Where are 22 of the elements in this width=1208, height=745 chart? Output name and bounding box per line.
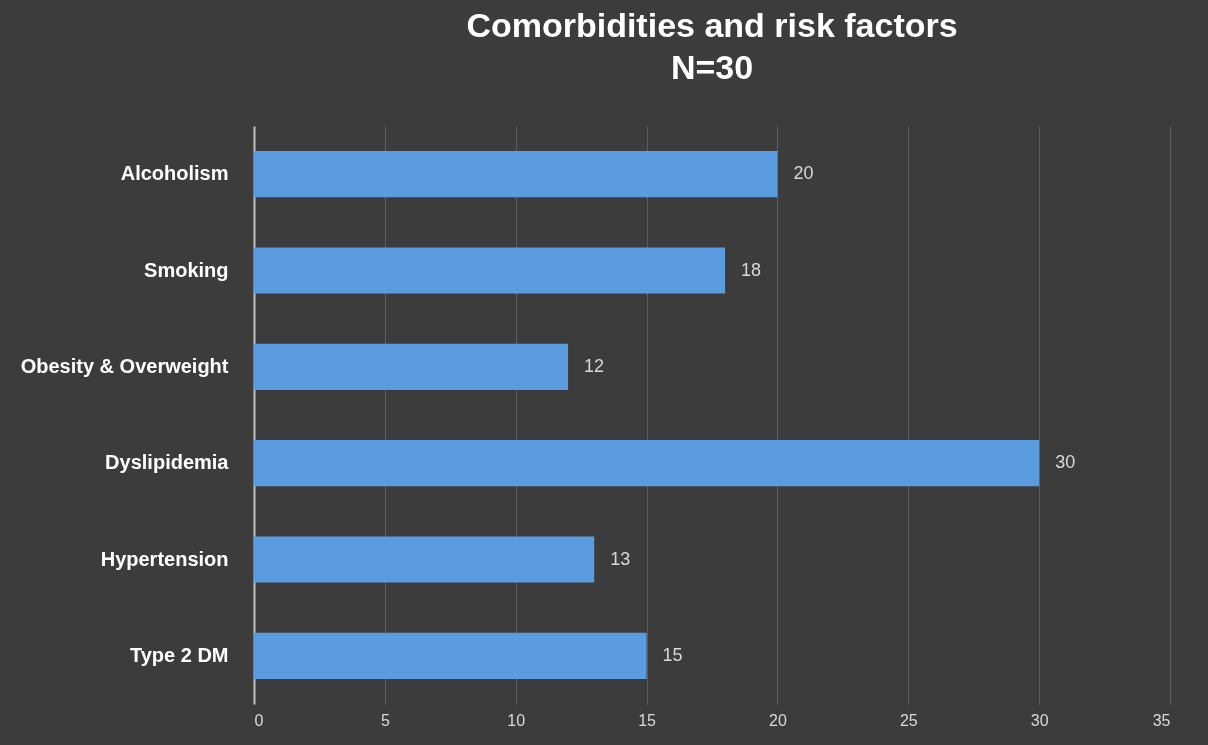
x-tick-label: 15 (638, 711, 657, 729)
x-tick-label: 10 (507, 711, 526, 729)
data-label: 12 (584, 355, 605, 376)
y-tick-label: Hypertension (100, 547, 229, 570)
y-tick-label: Dyslipidemia (105, 451, 230, 474)
y-tick-label: Obesity & Overweight (20, 354, 229, 377)
data-label: 13 (610, 548, 631, 569)
data-label: 18 (741, 259, 762, 280)
chart-subtitle: N=30 (670, 48, 754, 86)
chart-title: Comorbidities and risk factors (466, 6, 958, 44)
x-tick-label: 5 (380, 711, 390, 729)
data-label: 15 (662, 644, 683, 665)
x-tick-label: 25 (899, 711, 918, 729)
x-tick-label: 35 (1152, 711, 1171, 729)
y-tick-label: Alcoholism (120, 162, 229, 185)
data-label: 30 (1055, 452, 1076, 473)
x-tick-label: 20 (769, 711, 787, 729)
y-tick-label: Type 2 DM (129, 643, 229, 666)
y-tick-label: Smoking (144, 258, 229, 281)
x-tick-label: 0 (254, 711, 264, 729)
x-tick-label: 30 (1030, 711, 1049, 729)
data-label: 20 (793, 163, 814, 184)
